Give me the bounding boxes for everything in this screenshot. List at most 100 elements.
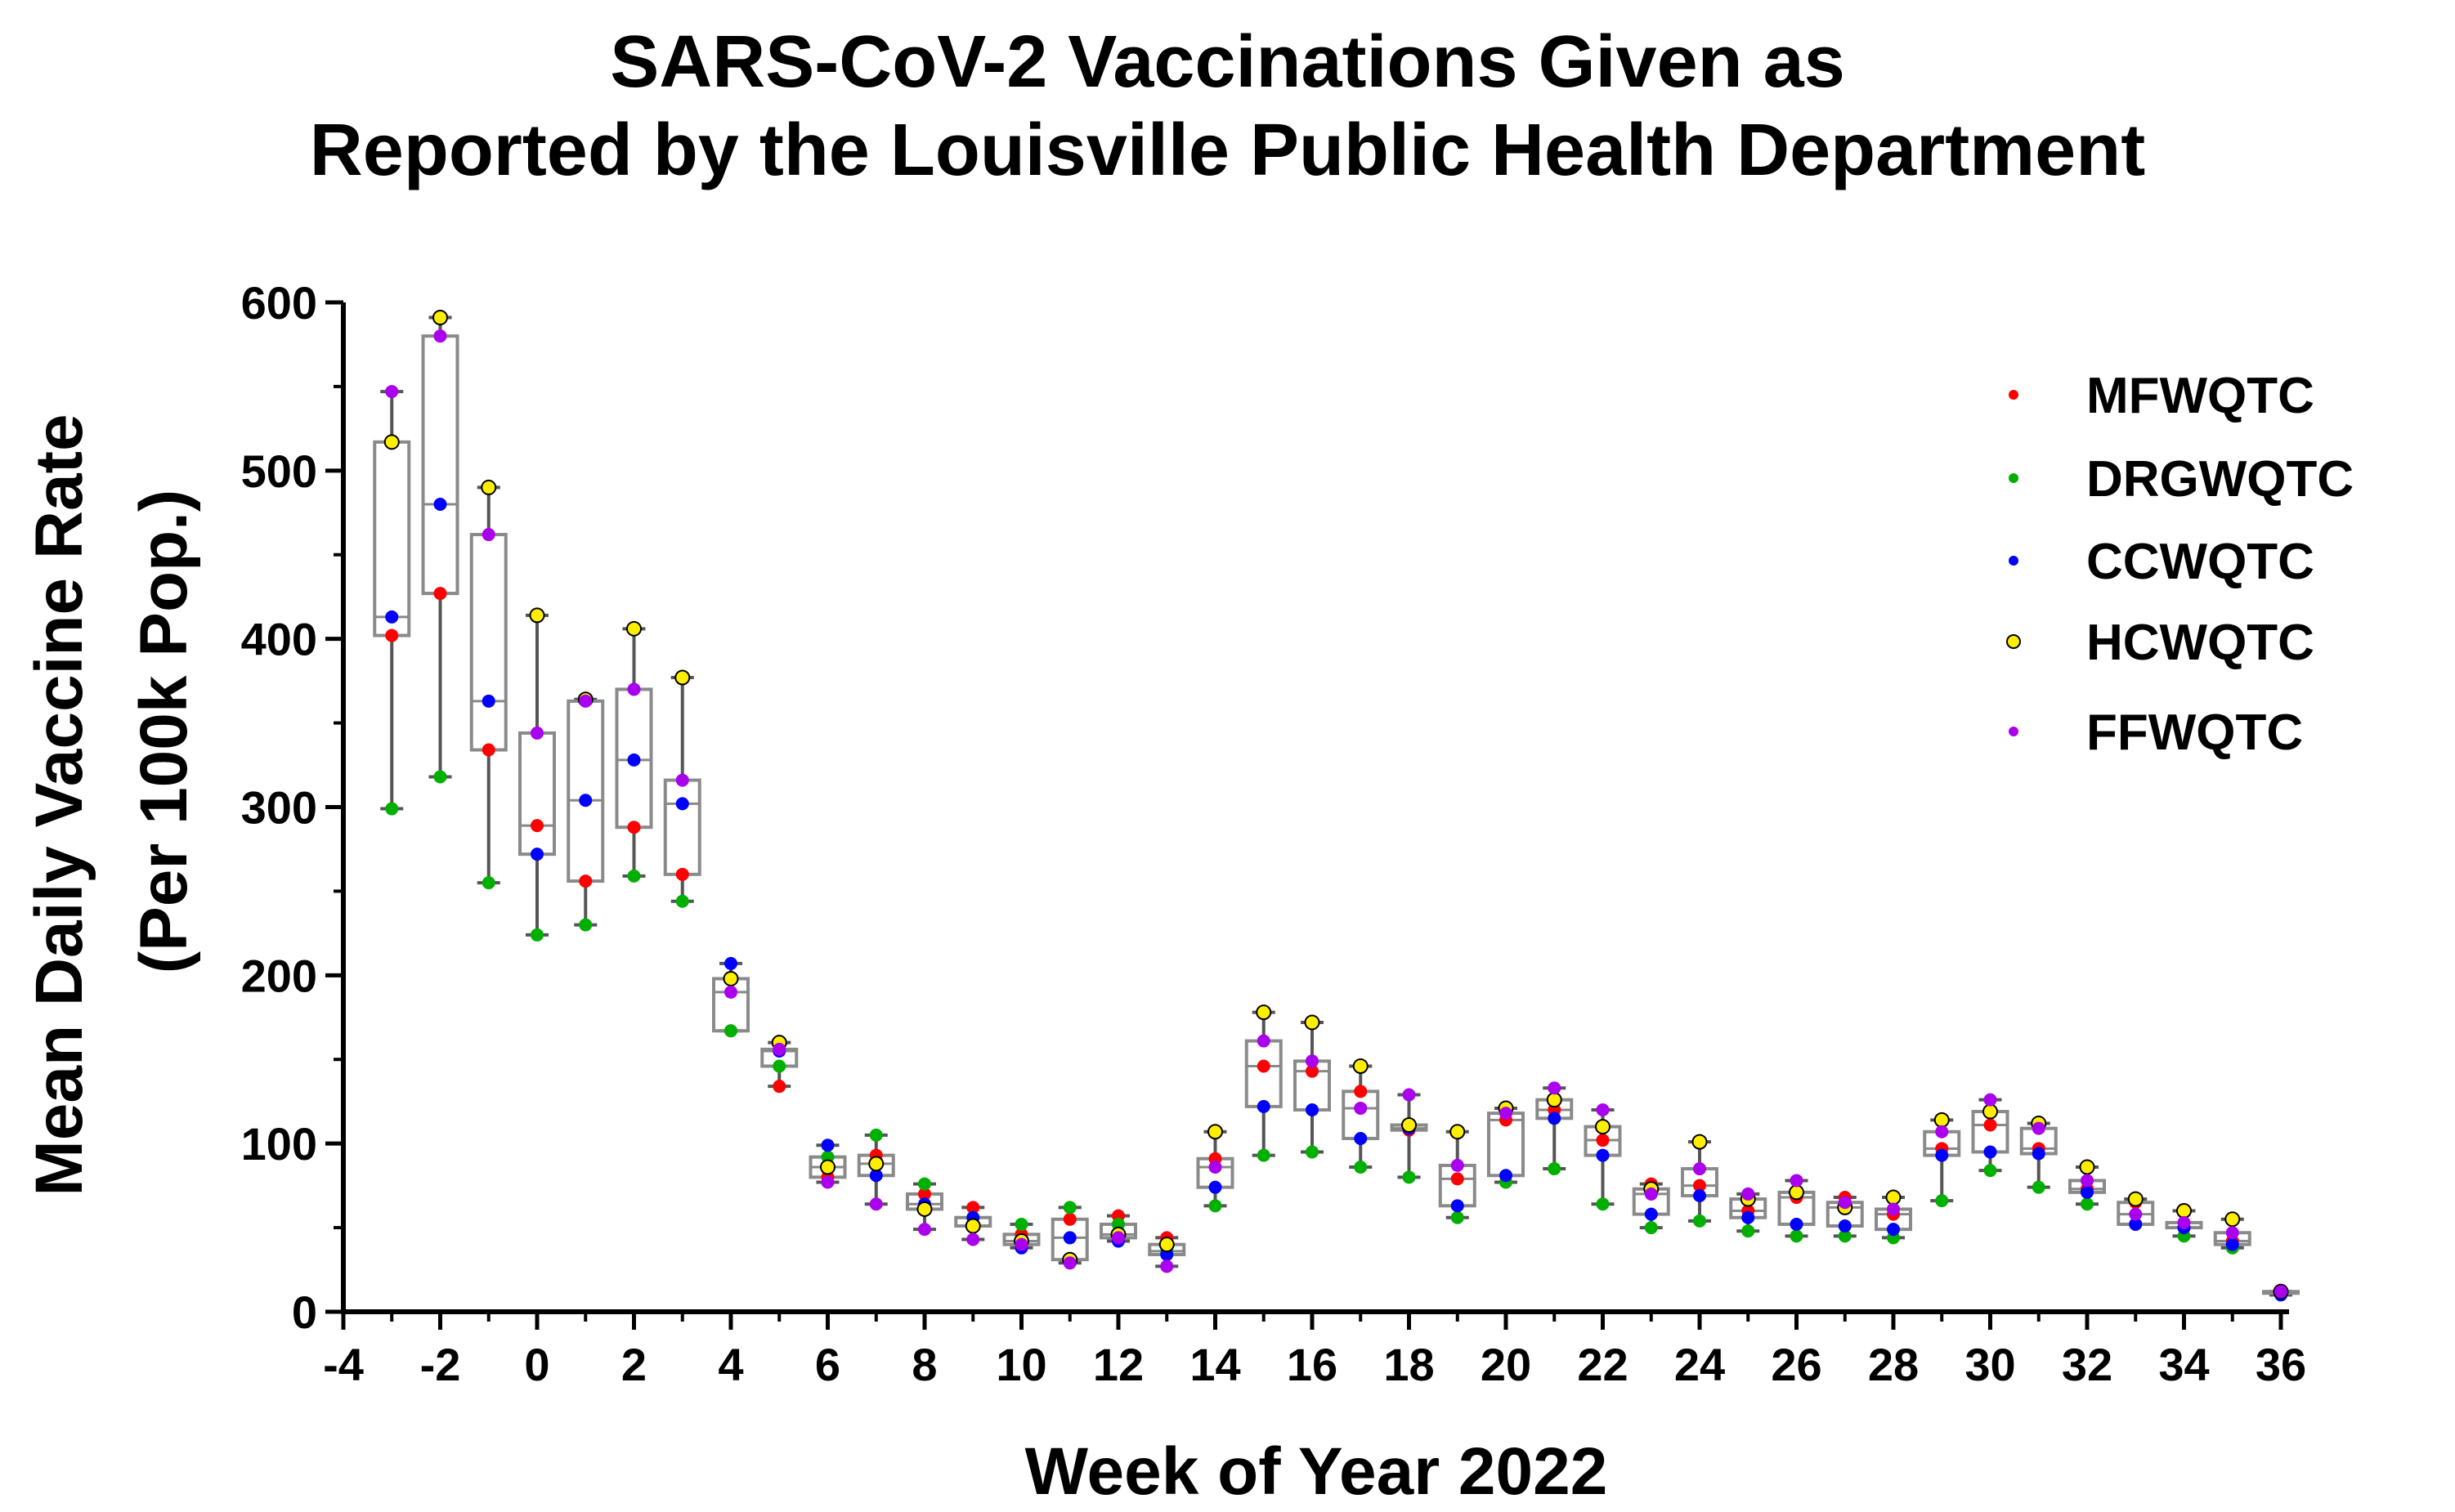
x-tick-label: 22 [1577, 1339, 1628, 1390]
x-tick-label: 24 [1674, 1339, 1725, 1390]
point-mfwqtc [1983, 1118, 1997, 1132]
point-drgwqtc [1548, 1162, 1561, 1176]
point-mfwqtc [433, 587, 447, 601]
point-drgwqtc [1257, 1148, 1270, 1162]
point-drgwqtc [1838, 1229, 1852, 1243]
point-ccwqtc [675, 797, 689, 811]
point-ffwqtc [2225, 1226, 2239, 1240]
x-tick-label: 16 [1287, 1339, 1337, 1390]
x-tick-label: 32 [2062, 1339, 2112, 1390]
point-drgwqtc [869, 1128, 883, 1142]
point-drgwqtc [675, 894, 689, 908]
x-tick-label: 26 [1771, 1339, 1821, 1390]
point-drgwqtc [1983, 1164, 1997, 1178]
point-drgwqtc [918, 1177, 931, 1191]
y-tick-label: 200 [241, 950, 317, 1001]
point-ffwqtc [966, 1232, 980, 1246]
box [663, 778, 701, 876]
point-hcwqtc [529, 607, 545, 624]
point-drgwqtc [1596, 1197, 1610, 1211]
point-ccwqtc [1548, 1112, 1561, 1125]
legend-marker-ccwqtc [2009, 556, 2018, 566]
point-hcwqtc [1304, 1014, 1320, 1031]
point-mfwqtc [627, 821, 641, 834]
point-drgwqtc [2081, 1197, 2094, 1211]
point-drgwqtc [1644, 1221, 1658, 1235]
point-hcwqtc [916, 1201, 933, 1217]
point-ccwqtc [869, 1169, 883, 1183]
point-hcwqtc [1546, 1092, 1562, 1108]
chart-title-line-2: Reported by the Louisville Public Health… [309, 110, 2146, 191]
point-ccwqtc [1450, 1199, 1464, 1213]
point-hcwqtc [820, 1159, 836, 1175]
y-tick-label: 0 [292, 1286, 317, 1338]
x-tick-label: -2 [420, 1339, 461, 1390]
y-tick-label: 600 [241, 277, 317, 329]
box [421, 334, 459, 596]
point-ffwqtc [2177, 1215, 2191, 1229]
point-ffwqtc [2032, 1121, 2045, 1135]
point-ffwqtc [1499, 1107, 1512, 1121]
box [1342, 1089, 1380, 1140]
point-mfwqtc [675, 867, 689, 881]
point-drgwqtc [385, 802, 399, 816]
point-hcwqtc [626, 620, 642, 637]
x-tick-label: 10 [996, 1339, 1046, 1390]
point-ffwqtc [724, 985, 737, 999]
point-hcwqtc [868, 1156, 885, 1172]
point-hcwqtc [2176, 1203, 2192, 1219]
point-hcwqtc [1691, 1134, 1708, 1150]
box-plots [373, 315, 2300, 1297]
legend-marker-drgwqtc [2009, 473, 2018, 483]
point-drgwqtc [1354, 1160, 1368, 1174]
point-ccwqtc [1208, 1180, 1222, 1194]
point-hcwqtc [1449, 1124, 1466, 1140]
point-ffwqtc [2129, 1207, 2143, 1221]
point-ffwqtc [1257, 1034, 1270, 1048]
point-drgwqtc [2032, 1180, 2045, 1194]
x-tick-label: 30 [1964, 1339, 2015, 1390]
chart-title-line-1: SARS-CoV-2 Vaccinations Given as [610, 21, 1845, 103]
point-ccwqtc [1596, 1148, 1610, 1162]
point-drgwqtc [1063, 1201, 1077, 1215]
point-mfwqtc [1596, 1134, 1610, 1147]
point-hcwqtc [1401, 1117, 1417, 1134]
y-tick-label: 300 [241, 782, 317, 834]
box [567, 699, 605, 883]
point-ccwqtc [1257, 1099, 1270, 1113]
point-ffwqtc [1015, 1237, 1028, 1251]
point-ffwqtc [1644, 1187, 1658, 1201]
point-drgwqtc [724, 1024, 737, 1038]
point-ffwqtc [1790, 1174, 1803, 1188]
point-ccwqtc [1499, 1169, 1512, 1183]
y-tick-label: 400 [241, 614, 317, 665]
point-mfwqtc [918, 1187, 931, 1201]
point-ffwqtc [433, 329, 447, 343]
legend: MFWQTC DRGWQTC CCWQTC HCWQTC FFWQTC [2006, 368, 2354, 761]
point-ccwqtc [2032, 1147, 2045, 1161]
point-drgwqtc [1935, 1194, 1949, 1208]
x-tick-label: 8 [912, 1339, 937, 1390]
point-ccwqtc [2081, 1185, 2094, 1199]
legend-marker-mfwqtc [2009, 390, 2018, 400]
point-mfwqtc [482, 743, 495, 757]
point-hcwqtc [383, 434, 400, 450]
point-hcwqtc [2127, 1191, 2144, 1207]
point-hcwqtc [965, 1218, 981, 1234]
point-ffwqtc [1887, 1202, 1900, 1216]
point-hcwqtc [481, 479, 497, 495]
point-ffwqtc [918, 1223, 931, 1237]
point-ffwqtc [1935, 1125, 1949, 1138]
point-ffwqtc [627, 682, 641, 696]
point-drgwqtc [482, 876, 495, 890]
legend-label-mfwqtc: MFWQTC [2086, 368, 2314, 424]
point-hcwqtc [1595, 1119, 1611, 1135]
point-mfwqtc [1063, 1212, 1077, 1226]
point-drgwqtc [1208, 1199, 1222, 1213]
point-drgwqtc [1693, 1214, 1706, 1228]
point-hcwqtc [1256, 1004, 1272, 1021]
point-ffwqtc [1548, 1081, 1561, 1095]
point-drgwqtc [1015, 1217, 1028, 1231]
